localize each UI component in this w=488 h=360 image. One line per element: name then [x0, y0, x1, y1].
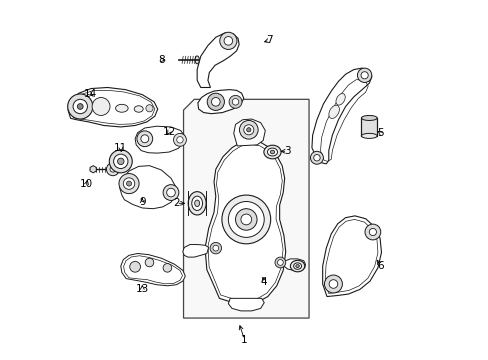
Text: 8: 8 [159, 55, 165, 65]
Polygon shape [233, 119, 265, 146]
Circle shape [228, 95, 242, 108]
Circle shape [277, 260, 283, 265]
Circle shape [126, 181, 131, 186]
Polygon shape [135, 126, 185, 153]
Circle shape [117, 158, 124, 165]
Text: 9: 9 [139, 197, 145, 207]
Circle shape [166, 188, 175, 197]
Text: 2: 2 [173, 198, 179, 208]
Circle shape [110, 166, 116, 172]
Polygon shape [361, 118, 376, 136]
Ellipse shape [264, 145, 281, 159]
Text: 3: 3 [284, 146, 290, 156]
Polygon shape [311, 68, 371, 164]
Text: 6: 6 [377, 261, 383, 271]
Circle shape [324, 275, 342, 293]
Ellipse shape [361, 134, 376, 138]
Text: 11: 11 [114, 143, 127, 153]
Circle shape [163, 264, 171, 272]
Ellipse shape [195, 56, 199, 64]
Circle shape [360, 72, 367, 79]
Ellipse shape [328, 105, 339, 118]
Polygon shape [204, 140, 285, 305]
Ellipse shape [293, 263, 301, 269]
Circle shape [274, 257, 285, 268]
Text: 14: 14 [83, 89, 97, 99]
Circle shape [145, 258, 153, 267]
Circle shape [228, 202, 264, 237]
Circle shape [239, 121, 258, 139]
Text: 4: 4 [261, 277, 267, 287]
Circle shape [73, 99, 87, 114]
Circle shape [92, 98, 110, 116]
Circle shape [211, 98, 220, 106]
Polygon shape [198, 90, 244, 114]
Circle shape [235, 209, 257, 230]
Polygon shape [90, 166, 96, 173]
Circle shape [210, 242, 221, 254]
Circle shape [207, 93, 224, 111]
Polygon shape [228, 298, 264, 311]
Ellipse shape [290, 260, 304, 272]
Circle shape [173, 134, 186, 146]
Circle shape [106, 163, 119, 176]
Circle shape [123, 178, 135, 189]
Ellipse shape [335, 94, 345, 105]
Circle shape [224, 37, 232, 45]
Ellipse shape [188, 192, 206, 215]
Polygon shape [183, 99, 308, 318]
Polygon shape [68, 87, 158, 127]
Circle shape [163, 185, 179, 201]
Circle shape [77, 104, 83, 109]
Text: 7: 7 [266, 35, 272, 45]
Circle shape [145, 105, 153, 112]
Circle shape [313, 154, 320, 161]
Ellipse shape [115, 104, 128, 112]
Circle shape [219, 32, 237, 49]
Text: 13: 13 [135, 284, 149, 294]
Text: 1: 1 [241, 334, 247, 345]
Circle shape [212, 245, 218, 251]
Polygon shape [197, 33, 239, 87]
Ellipse shape [361, 116, 376, 121]
Ellipse shape [270, 150, 274, 154]
Circle shape [357, 68, 371, 82]
Circle shape [222, 195, 270, 244]
Circle shape [246, 128, 250, 132]
Ellipse shape [267, 148, 277, 156]
Circle shape [328, 280, 337, 288]
Circle shape [241, 214, 251, 225]
Ellipse shape [295, 265, 299, 267]
Circle shape [244, 125, 253, 135]
Polygon shape [121, 253, 185, 286]
Polygon shape [284, 259, 305, 270]
Circle shape [129, 261, 140, 272]
Circle shape [109, 150, 132, 173]
Circle shape [119, 174, 139, 194]
Polygon shape [322, 216, 381, 297]
Text: 12: 12 [162, 127, 176, 136]
Circle shape [310, 151, 323, 164]
Circle shape [364, 224, 380, 240]
Text: 5: 5 [377, 129, 383, 138]
Text: 10: 10 [80, 179, 93, 189]
Polygon shape [183, 244, 208, 257]
Ellipse shape [194, 200, 199, 207]
Circle shape [368, 228, 376, 235]
Circle shape [141, 135, 148, 143]
Circle shape [176, 136, 183, 143]
Ellipse shape [134, 106, 143, 112]
Circle shape [67, 94, 93, 119]
Circle shape [113, 154, 128, 168]
Polygon shape [120, 166, 176, 209]
Circle shape [137, 131, 152, 147]
Ellipse shape [191, 196, 202, 211]
Circle shape [232, 99, 238, 105]
